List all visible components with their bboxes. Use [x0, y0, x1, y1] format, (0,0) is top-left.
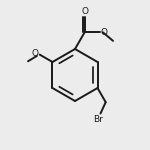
Text: O: O: [100, 28, 107, 37]
Text: O: O: [32, 49, 39, 58]
Text: O: O: [81, 7, 88, 16]
Text: Br: Br: [93, 115, 103, 124]
